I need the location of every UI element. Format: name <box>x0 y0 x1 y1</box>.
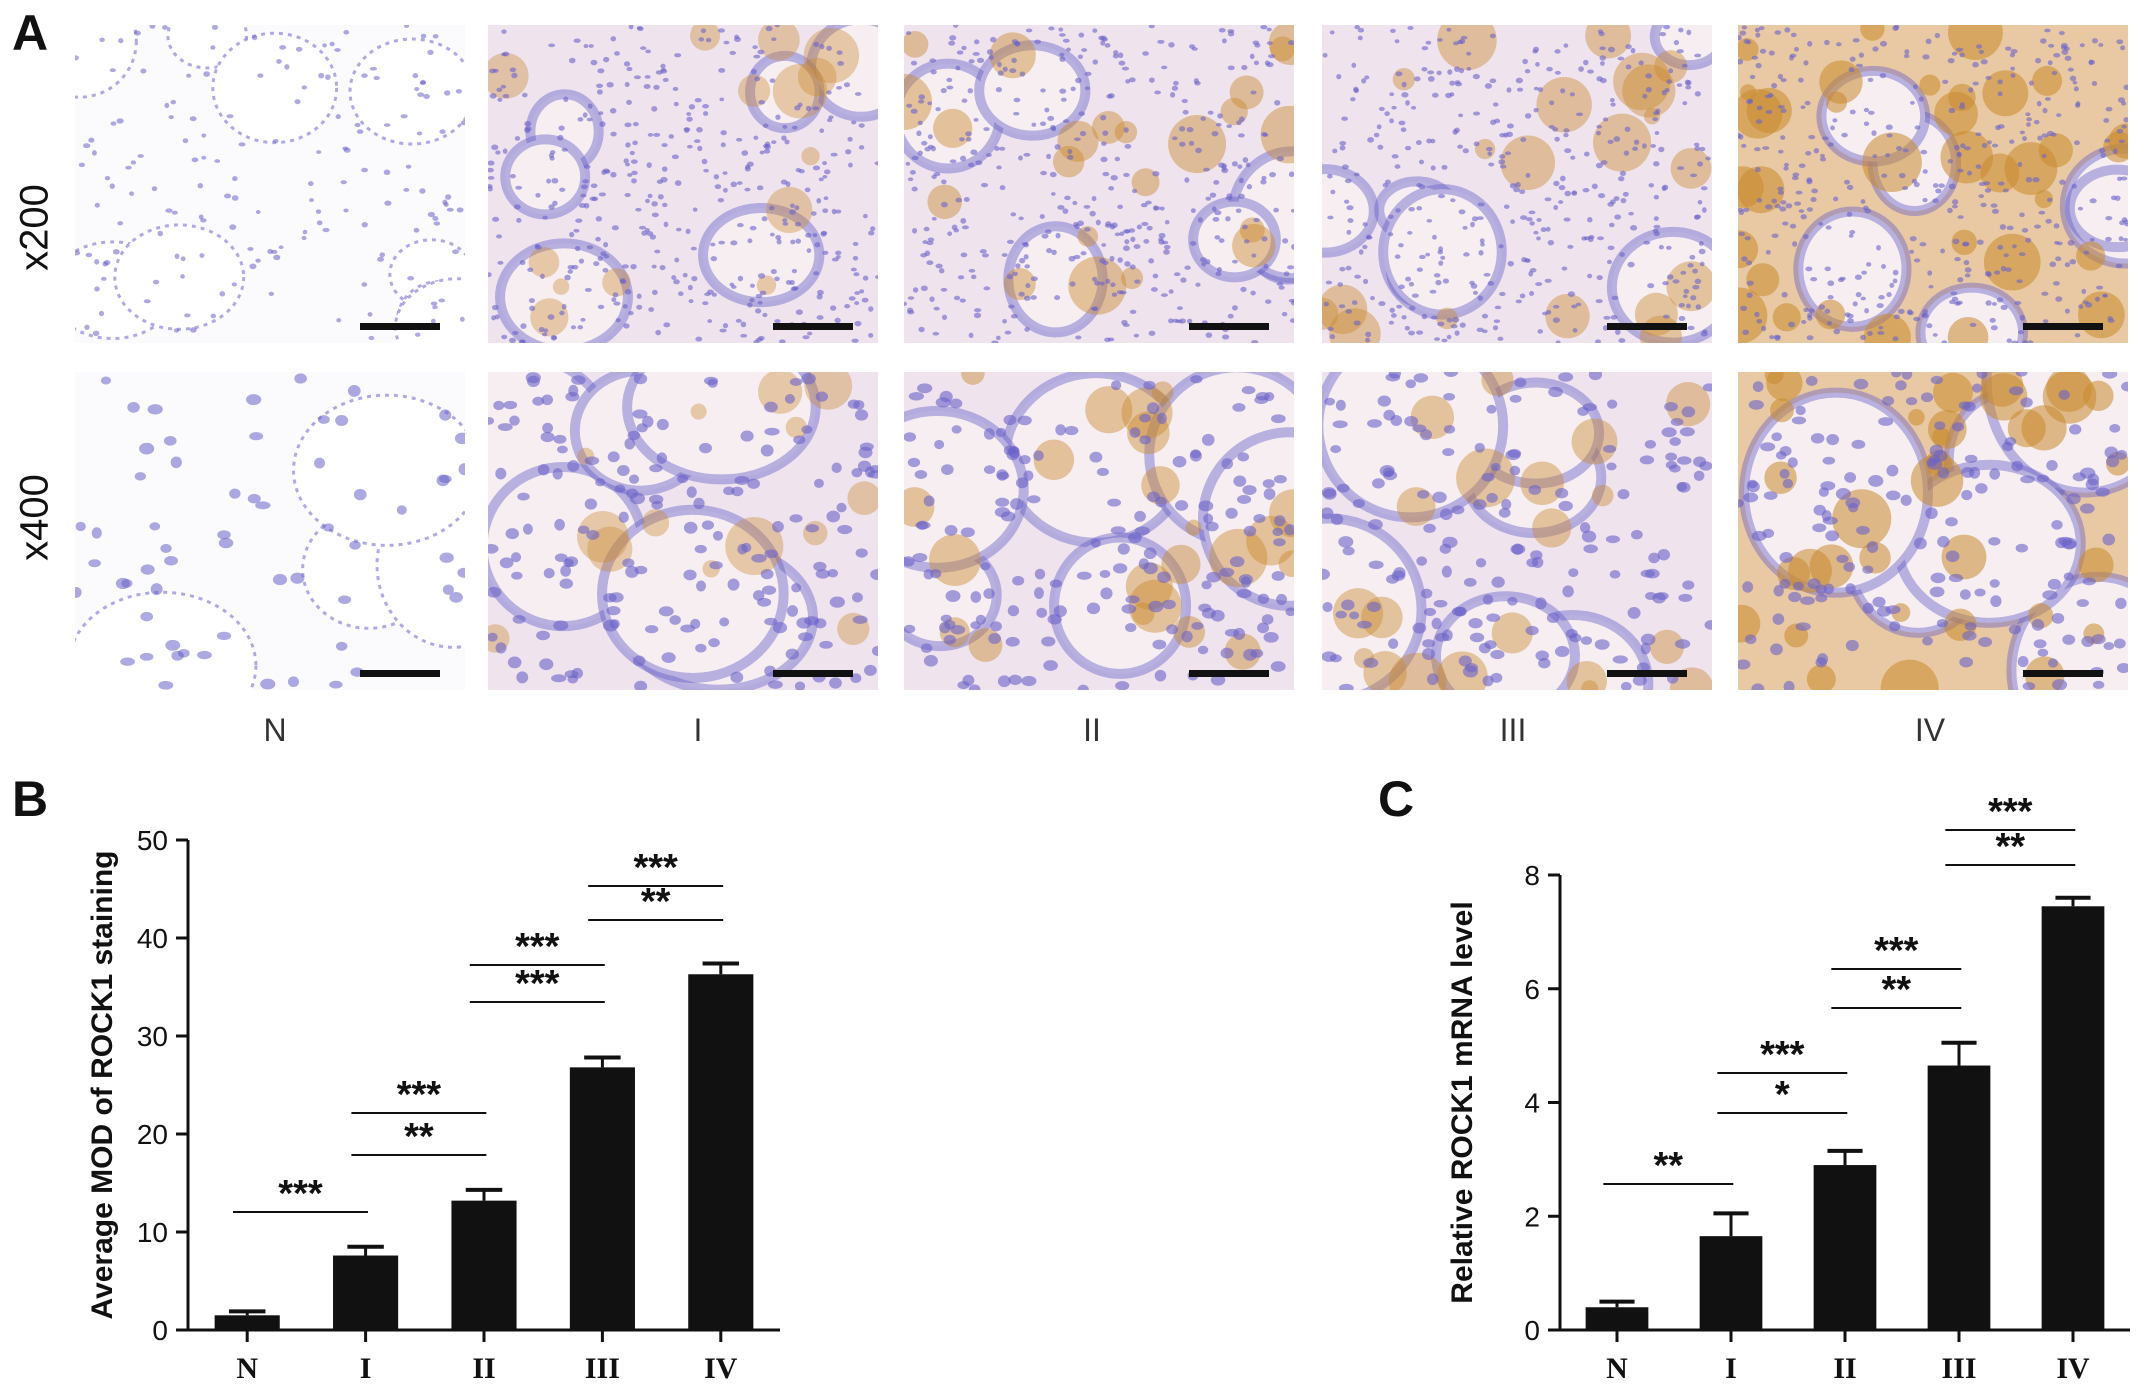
x-tick-label-II: II <box>1833 1352 1856 1385</box>
significance-label: *** <box>1874 930 1919 972</box>
chart-b-mod-staining: 0 10 20 30 40 50 Average MOD of ROCK1 staining… <box>86 825 780 1385</box>
micrograph-x200-N <box>75 25 465 343</box>
micrograph-x200-IV <box>1738 25 2128 343</box>
column-label-iv: IV <box>1914 712 1946 748</box>
x-tick-label-III: III <box>585 1352 620 1385</box>
micrograph-x400-III <box>1322 372 1712 690</box>
significance-label: *** <box>515 926 560 968</box>
panel-letter-b: B <box>12 771 49 827</box>
micrograph-x200-III <box>1322 25 1712 343</box>
significance-label: *** <box>1988 791 2033 833</box>
significance-label: *** <box>397 1074 442 1116</box>
x-tick-label-I: I <box>360 1352 372 1385</box>
y-tick-label: 0 <box>152 1315 168 1346</box>
significance-label: *** <box>1760 1034 1805 1076</box>
bar-III <box>1927 1065 1991 1330</box>
significance-label: ** <box>1882 969 1912 1011</box>
y-tick-label: 0 <box>1524 1315 1540 1346</box>
y-tick-label: 4 <box>1524 1088 1540 1119</box>
micrograph-x400-I <box>488 372 878 690</box>
x-tick-label-I: I <box>1725 1352 1737 1385</box>
y-tick-label: 10 <box>137 1217 168 1248</box>
x-tick-label-N: N <box>236 1352 258 1385</box>
y-tick-label: 6 <box>1524 974 1540 1005</box>
bar-N <box>214 1315 280 1330</box>
significance-label: ** <box>641 881 671 923</box>
column-label-i: I <box>693 712 703 748</box>
x-tick-label-IV: IV <box>704 1352 738 1385</box>
y-tick-label: 40 <box>137 923 168 954</box>
y-tick-label: 30 <box>137 1021 168 1052</box>
bar-IV <box>688 974 754 1330</box>
row-label-x200: x200 <box>12 184 57 271</box>
significance-label: ** <box>1654 1145 1684 1187</box>
bar-II <box>451 1200 517 1330</box>
y-tick-label: 2 <box>1524 1201 1540 1232</box>
y-axis-label: Average MOD of ROCK1 staining <box>86 851 119 1320</box>
x-tick-label-III: III <box>1941 1352 1976 1385</box>
column-label-n: N <box>263 712 287 748</box>
micrograph-x400-II <box>904 372 1294 690</box>
significance-label: *** <box>278 1173 323 1215</box>
significance-label: ** <box>404 1116 434 1158</box>
y-tick-label: 50 <box>137 825 168 856</box>
micrograph-x200-II <box>904 25 1294 343</box>
row-label-x400: x400 <box>12 474 57 561</box>
significance-label: *** <box>515 963 560 1005</box>
bar-N <box>1585 1307 1649 1330</box>
micrograph-x200-I <box>488 25 878 343</box>
bar-II <box>1813 1165 1877 1330</box>
panel-letter-a: A <box>12 5 49 61</box>
column-label-iii: III <box>1499 712 1527 748</box>
micrograph-x400-N <box>75 372 465 690</box>
bar-III <box>569 1067 635 1330</box>
y-tick-label: 20 <box>137 1119 168 1150</box>
significance-label: *** <box>633 847 678 889</box>
x-tick-label-II: II <box>472 1352 495 1385</box>
column-label-ii: II <box>1083 712 1101 748</box>
micrograph-x400-IV <box>1738 372 2128 690</box>
bar-I <box>1699 1236 1763 1330</box>
y-tick-label: 8 <box>1524 860 1540 891</box>
bar-IV <box>2041 906 2105 1330</box>
x-tick-label-N: N <box>1606 1352 1628 1385</box>
panel-letter-c: C <box>1378 771 1415 827</box>
significance-label: ** <box>1996 826 2026 868</box>
x-tick-label-IV: IV <box>2056 1352 2090 1385</box>
bar-I <box>333 1255 399 1330</box>
significance-label: * <box>1775 1074 1790 1116</box>
y-axis-label: Relative ROCK1 mRNA level <box>1446 901 1479 1303</box>
